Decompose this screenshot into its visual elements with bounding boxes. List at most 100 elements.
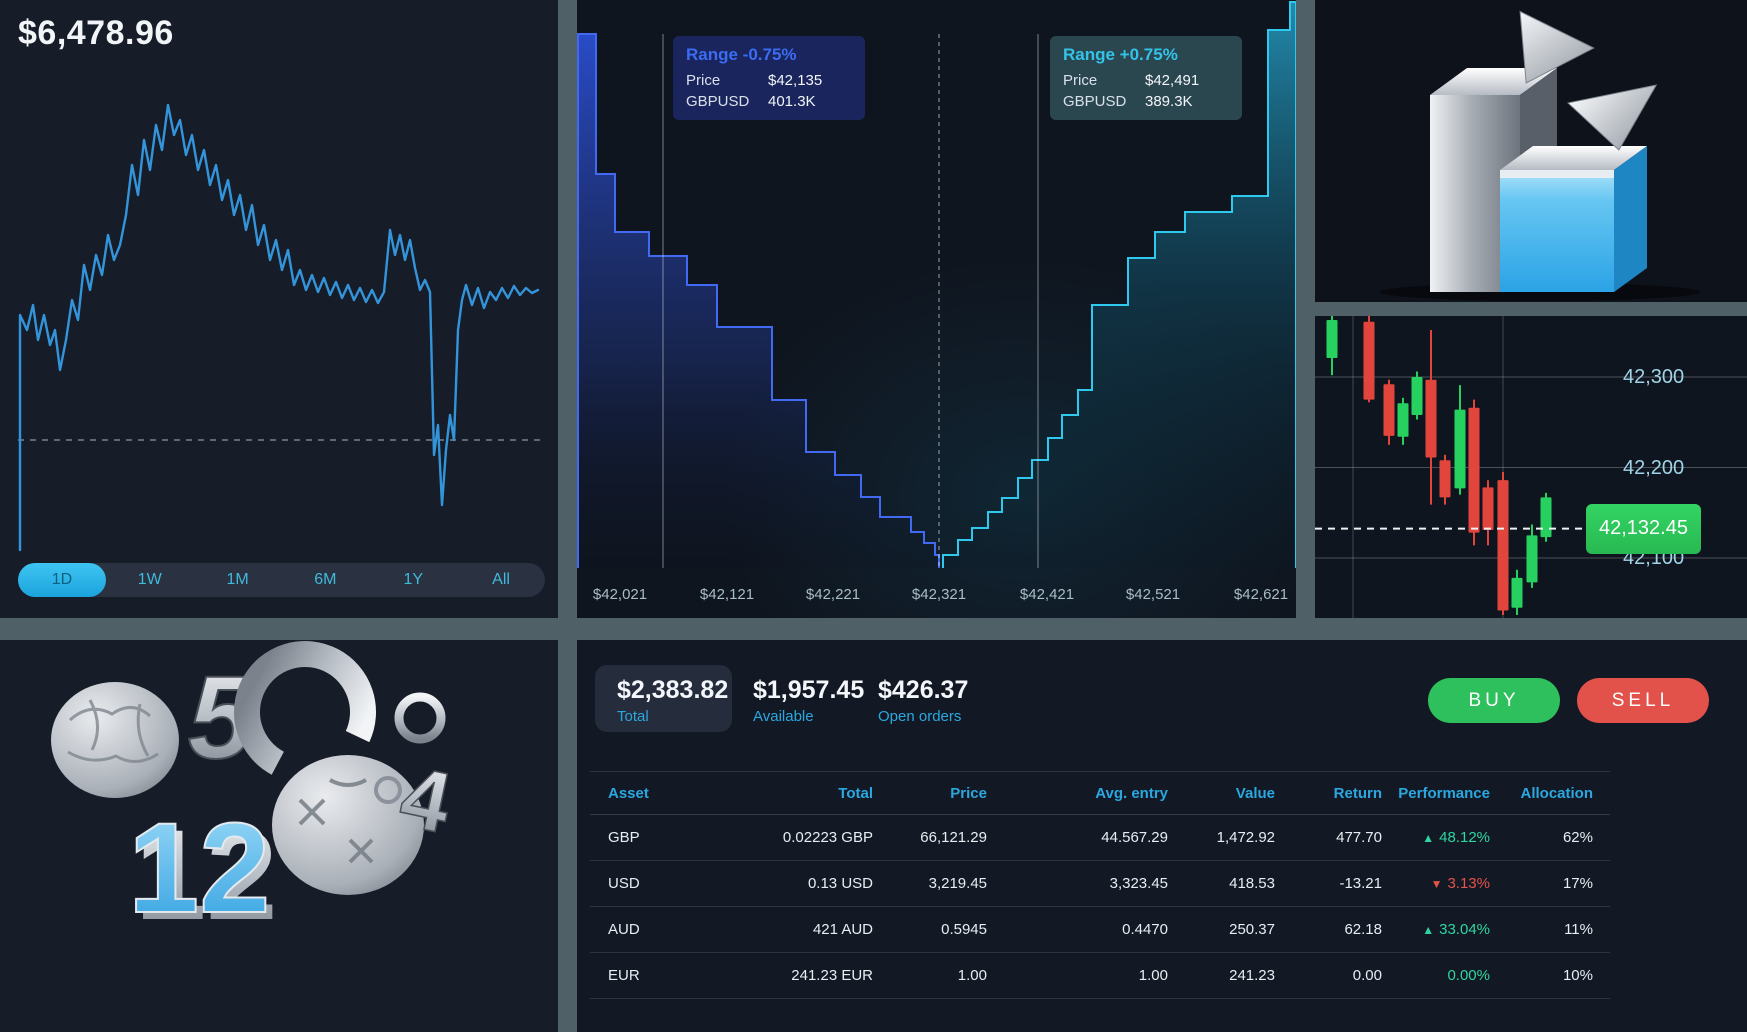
cell-avg_entry: 0.4470 <box>1122 921 1168 938</box>
bid-volume-label: GBPUSD <box>686 93 750 110</box>
candlestick-chart[interactable] <box>1315 316 1747 618</box>
summary-value: $1,957.45 <box>753 676 865 704</box>
column-header-price: Price <box>950 784 987 802</box>
depth-x-tick: $42,621 <box>1233 586 1289 603</box>
cell-avg_entry: 1.00 <box>1138 967 1168 984</box>
up-arrow-icon: ▲ <box>1422 923 1435 937</box>
time-range-all[interactable]: All <box>492 571 510 588</box>
time-range-1m[interactable]: 1M <box>226 571 249 588</box>
cell-asset: AUD <box>608 921 640 938</box>
candle-y-tick: 42,300 <box>1623 366 1685 388</box>
summary-value: $2,383.82 <box>617 676 729 704</box>
summary-label: Total <box>617 708 649 725</box>
time-range-1w[interactable]: 1W <box>137 571 162 588</box>
crinkled-blob-right <box>272 755 424 895</box>
summary-value: $426.37 <box>878 676 969 704</box>
metal-triangle-mid <box>1566 84 1658 151</box>
summary-available: $1,957.45 Available <box>753 665 864 732</box>
cell-allocation: 62% <box>1562 829 1593 846</box>
glyph-four: 4 <box>392 748 459 852</box>
table-row-aud[interactable]: AUD 421 AUD 0.5945 0.4470 250.37 62.18 ▲ 33.04%… <box>590 907 1610 953</box>
ask-price-value: $42,491 <box>1145 72 1200 89</box>
cell-value: 418.53 <box>1229 875 1275 892</box>
sell-button[interactable]: SELL <box>1577 678 1709 723</box>
ask-price-label: Price <box>1063 72 1098 89</box>
cell-total: 0.13 USD <box>807 875 873 892</box>
cell-return: 477.70 <box>1336 829 1382 846</box>
depth-x-tick: $42,221 <box>805 586 861 603</box>
cell-performance: ▲ 48.12% <box>1422 829 1490 846</box>
summary-open-orders: $426.37 Open orders <box>878 665 968 732</box>
cell-allocation: 11% <box>1564 921 1593 938</box>
ask-volume-value: 389.3K <box>1145 93 1193 110</box>
column-header-return: Return <box>1333 784 1382 802</box>
depth-x-tick: $42,021 <box>592 586 648 603</box>
small-ring <box>394 692 446 744</box>
3d-boxes-illustration <box>1380 10 1700 301</box>
time-range-1y[interactable]: 1Y <box>403 571 424 588</box>
column-header-allocation: Allocation <box>1520 784 1593 802</box>
time-range-selector: 1D 1W 1M 6M 1Y All <box>18 563 545 597</box>
cell-asset: USD <box>608 875 640 892</box>
summary-total: $2,383.82 Total <box>595 665 732 732</box>
table-row-eur[interactable]: EUR 241.23 EUR 1.00 1.00 241.23 0.00 0.00% 10% <box>590 953 1610 999</box>
cell-value: 250.37 <box>1229 921 1275 938</box>
depth-x-tick: $42,421 <box>1019 586 1075 603</box>
bid-price-label: Price <box>686 72 721 89</box>
portfolio-panel: $2,383.82 Total $1,957.45 Available $426.37 O… <box>577 640 1747 1032</box>
ask-range-tooltip: Range +0.75% Price $42,491 GBPUSD 389.3K <box>1050 36 1242 120</box>
cell-total: 0.02223 GBP <box>782 829 873 846</box>
table-header-row: Asset Total Price Avg. entry Value Return Perf… <box>590 771 1610 815</box>
summary-label: Available <box>753 708 814 725</box>
depth-x-tick: $42,521 <box>1125 586 1181 603</box>
down-arrow-icon: ▼ <box>1430 877 1443 891</box>
depth-x-tick: $42,321 <box>911 586 967 603</box>
cell-allocation: 10% <box>1562 967 1593 984</box>
ask-range-title: Range +0.75% <box>1063 45 1178 64</box>
column-header-value: Value <box>1235 784 1275 802</box>
cell-price: 3,219.45 <box>928 875 987 892</box>
cell-asset: GBP <box>608 829 640 846</box>
summary-label: Open orders <box>878 708 962 725</box>
glyph-twelve-group: 12 12 <box>127 796 277 947</box>
table-row-usd[interactable]: USD 0.13 USD 3,219.45 3,323.45 418.53 -13.21 ▼… <box>590 861 1610 907</box>
bid-range-title: Range -0.75% <box>686 45 797 64</box>
numbers-art-panel: 5 12 12 4 <box>0 640 558 1032</box>
balance-line-chart[interactable] <box>0 0 558 618</box>
table-row-gbp[interactable]: GBP 0.02223 GBP 66,121.29 44.567.29 1,472.92… <box>590 815 1610 861</box>
metal-triangle-top <box>1519 10 1595 84</box>
time-range-1d[interactable]: 1D <box>18 563 106 597</box>
depth-chart[interactable] <box>577 0 1296 618</box>
cell-total: 241.23 EUR <box>791 967 873 984</box>
cell-price: 0.5945 <box>941 921 987 938</box>
buy-button[interactable]: BUY <box>1428 678 1560 723</box>
cell-return: -13.21 <box>1339 875 1382 892</box>
candle-y-tick: 42,200 <box>1623 456 1685 479</box>
ask-volume-label: GBPUSD <box>1063 93 1127 110</box>
time-range-6m[interactable]: 6M <box>314 571 337 588</box>
cell-price: 1.00 <box>957 967 987 984</box>
cell-return: 0.00 <box>1352 967 1382 984</box>
depth-chart-geometry <box>577 1 1296 568</box>
depth-panel: Range -0.75% Price $42,135 GBPUSD 401.3K R… <box>577 0 1296 618</box>
column-header-total: Total <box>838 784 873 802</box>
depth-x-tick: $42,121 <box>699 586 755 603</box>
bid-price-value: $42,135 <box>768 72 823 89</box>
cell-performance: ▼ 3.13% <box>1430 875 1490 892</box>
blue-box <box>1500 146 1647 292</box>
bid-volume-value: 401.3K <box>768 93 816 110</box>
depth-x-axis: $42,021 $42,121 $42,221 $42,321 $42,421 $42,5… <box>577 586 1296 610</box>
column-header-performance: Performance <box>1398 784 1490 802</box>
column-header-avg-entry: Avg. entry <box>1095 784 1168 802</box>
column-header-asset: Asset <box>608 784 649 802</box>
3d-numbers-illustration: 5 12 12 4 <box>51 641 460 947</box>
up-arrow-icon: ▲ <box>1422 831 1435 845</box>
account-balance: $6,478.96 <box>18 14 174 52</box>
svg-text:12: 12 <box>135 804 277 947</box>
cell-value: 1,472.92 <box>1216 829 1275 846</box>
metal-ring <box>234 641 376 783</box>
cell-total: 421 AUD <box>812 921 873 938</box>
balance-panel: $6,478.96 1D 1W 1M 6M 1Y All <box>0 0 558 618</box>
cell-performance: ▲ 33.04% <box>1422 921 1490 938</box>
candles-geometry <box>1315 316 1747 618</box>
